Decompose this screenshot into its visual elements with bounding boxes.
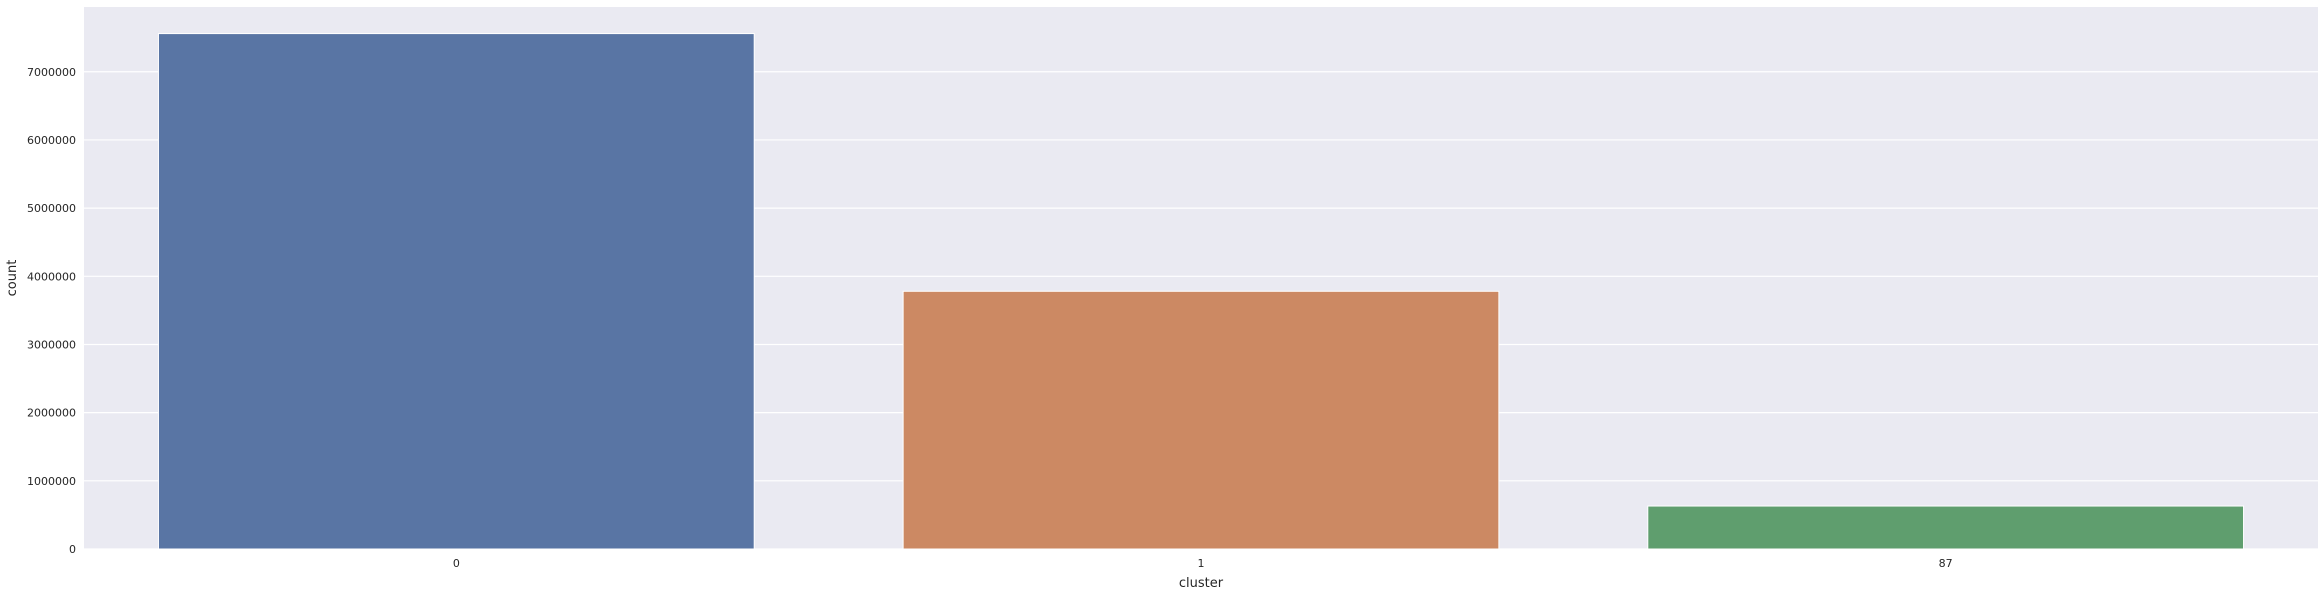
- x-tick-label: 1: [1198, 557, 1205, 570]
- y-axis-label: count: [5, 260, 20, 297]
- x-tick-labels: 0 1 87: [453, 557, 1953, 570]
- y-tick-label: 0: [69, 543, 76, 556]
- y-tick-label: 1000000: [27, 475, 76, 488]
- bar-87: [1647, 505, 2245, 550]
- bar-1: [902, 290, 1500, 550]
- y-tick-label: 5000000: [27, 202, 76, 215]
- y-tick-labels: 0 1000000 2000000 3000000 4000000 5000000 6000…: [27, 66, 76, 556]
- x-axis-label: cluster: [1179, 576, 1224, 591]
- y-tick-label: 3000000: [27, 338, 76, 351]
- bar-0: [157, 33, 755, 550]
- y-tick-label: 2000000: [27, 407, 76, 420]
- bars: [157, 33, 2245, 550]
- y-tick-label: 4000000: [27, 270, 76, 283]
- y-tick-label: 6000000: [27, 134, 76, 147]
- x-tick-label: 87: [1939, 557, 1953, 570]
- y-tick-label: 7000000: [27, 66, 76, 79]
- x-tick-label: 0: [453, 557, 460, 570]
